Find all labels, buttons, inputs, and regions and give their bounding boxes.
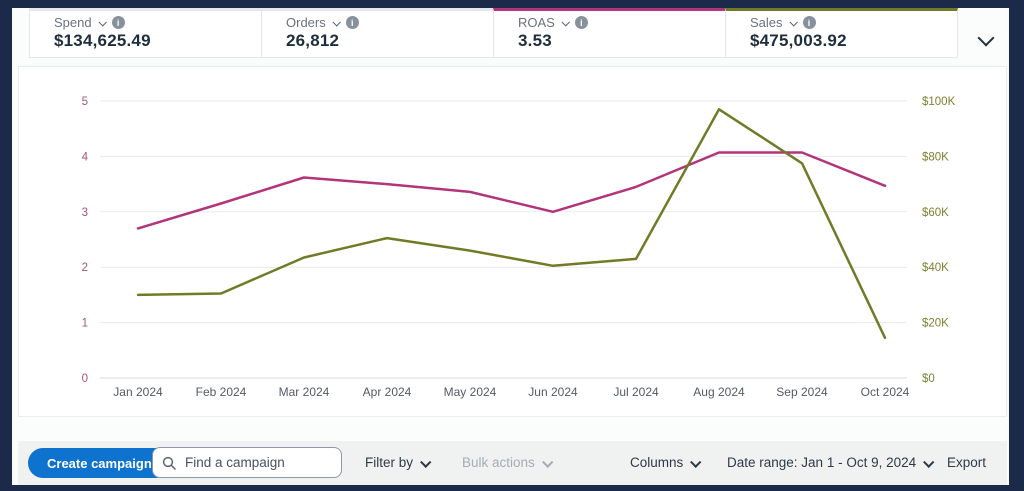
metric-card-roas[interactable]: ROAS i 3.53 [493, 8, 726, 58]
bottom-toolbar: Create campaign Filter by Bulk actions C… [18, 441, 1007, 485]
x-axis-label: Sep 2024 [776, 385, 828, 399]
columns-label: Columns [630, 455, 684, 470]
info-icon[interactable]: i [111, 16, 125, 29]
right-axis-tick: $40K [922, 262, 949, 274]
right-axis-tick: $20K [922, 318, 949, 330]
x-axis-label: May 2024 [444, 385, 497, 399]
metric-label: Spend [54, 15, 92, 30]
x-axis-label: Jan 2024 [113, 385, 163, 399]
date-range-label: Date range: Jan 1 - Oct 9, 2024 [727, 455, 917, 470]
x-axis-label: Jul 2024 [613, 385, 659, 399]
left-axis-tick: 0 [82, 373, 88, 385]
metric-value: $475,003.92 [750, 31, 847, 50]
info-icon[interactable]: i [345, 16, 359, 29]
metric-value: 3.53 [518, 31, 552, 50]
chevron-down-icon[interactable] [332, 17, 341, 27]
chevron-down-icon[interactable] [561, 17, 570, 27]
info-icon[interactable]: i [802, 16, 816, 29]
metric-label: Sales [750, 15, 783, 30]
metric-card-sales[interactable]: Sales i $475,003.92 [725, 8, 958, 58]
metrics-line-chart: 0 $0 1 $20K 2 $40K 3 $60K 4 $80K 5 $100K Jan 2024 Feb… [82, 96, 956, 399]
right-axis-tick: $0 [922, 373, 935, 385]
x-axis-label: Feb 2024 [196, 385, 247, 399]
chevron-down-icon [690, 456, 702, 468]
date-range-dropdown[interactable]: Date range: Jan 1 - Oct 9, 2024 [727, 441, 935, 485]
metric-card-orders[interactable]: Orders i 26,812 [261, 8, 494, 58]
search-input[interactable] [183, 454, 341, 471]
info-icon[interactable]: i [574, 16, 588, 29]
left-axis-tick: 2 [82, 262, 88, 274]
metric-cards-row: Spend i $134,625.49 Orders i 26,812 ROAS… [29, 8, 958, 58]
bulk-actions-label: Bulk actions [462, 455, 535, 470]
right-axis-tick: $60K [922, 207, 949, 219]
left-axis-tick: 1 [82, 318, 88, 330]
campaign-search-box[interactable] [152, 447, 342, 478]
x-axis-label: Aug 2024 [693, 385, 745, 399]
left-axis-tick: 4 [82, 151, 89, 163]
metric-value: 26,812 [286, 31, 340, 50]
filter-by-label: Filter by [365, 455, 414, 470]
sales-line [136, 108, 887, 340]
chevron-down-icon [541, 456, 554, 468]
chevron-down-icon [420, 456, 432, 468]
export-button[interactable]: Export [947, 441, 986, 485]
right-axis-tick: $100K [922, 96, 956, 108]
create-campaign-button[interactable]: Create campaign [28, 448, 171, 478]
bulk-actions-dropdown[interactable]: Bulk actions [462, 441, 554, 485]
metric-label: Orders [286, 15, 326, 30]
chart-panel: 0 $0 1 $20K 2 $40K 3 $60K 4 $80K 5 $100K Jan 2024 Feb… [18, 66, 1007, 417]
roas-line [136, 151, 887, 230]
search-icon [162, 456, 176, 470]
filter-by-dropdown[interactable]: Filter by [365, 441, 432, 485]
right-axis-tick: $80K [922, 151, 949, 163]
chevron-down-icon [923, 456, 935, 468]
left-axis-tick: 5 [82, 96, 88, 108]
left-axis-tick: 3 [82, 207, 88, 219]
export-label: Export [947, 455, 987, 470]
columns-dropdown[interactable]: Columns [630, 441, 702, 485]
metric-value: $134,625.49 [54, 31, 151, 50]
x-axis-label: Apr 2024 [363, 385, 412, 399]
x-axis-label: Oct 2024 [861, 385, 910, 399]
x-axis-label: Mar 2024 [279, 385, 330, 399]
metric-label: ROAS [518, 15, 555, 30]
collapse-chart-chevron-icon[interactable] [977, 29, 995, 47]
x-axis-label: Jun 2024 [528, 385, 578, 399]
metric-card-spend[interactable]: Spend i $134,625.49 [29, 8, 262, 58]
chevron-down-icon[interactable] [788, 17, 798, 27]
chevron-down-icon[interactable] [98, 17, 107, 27]
